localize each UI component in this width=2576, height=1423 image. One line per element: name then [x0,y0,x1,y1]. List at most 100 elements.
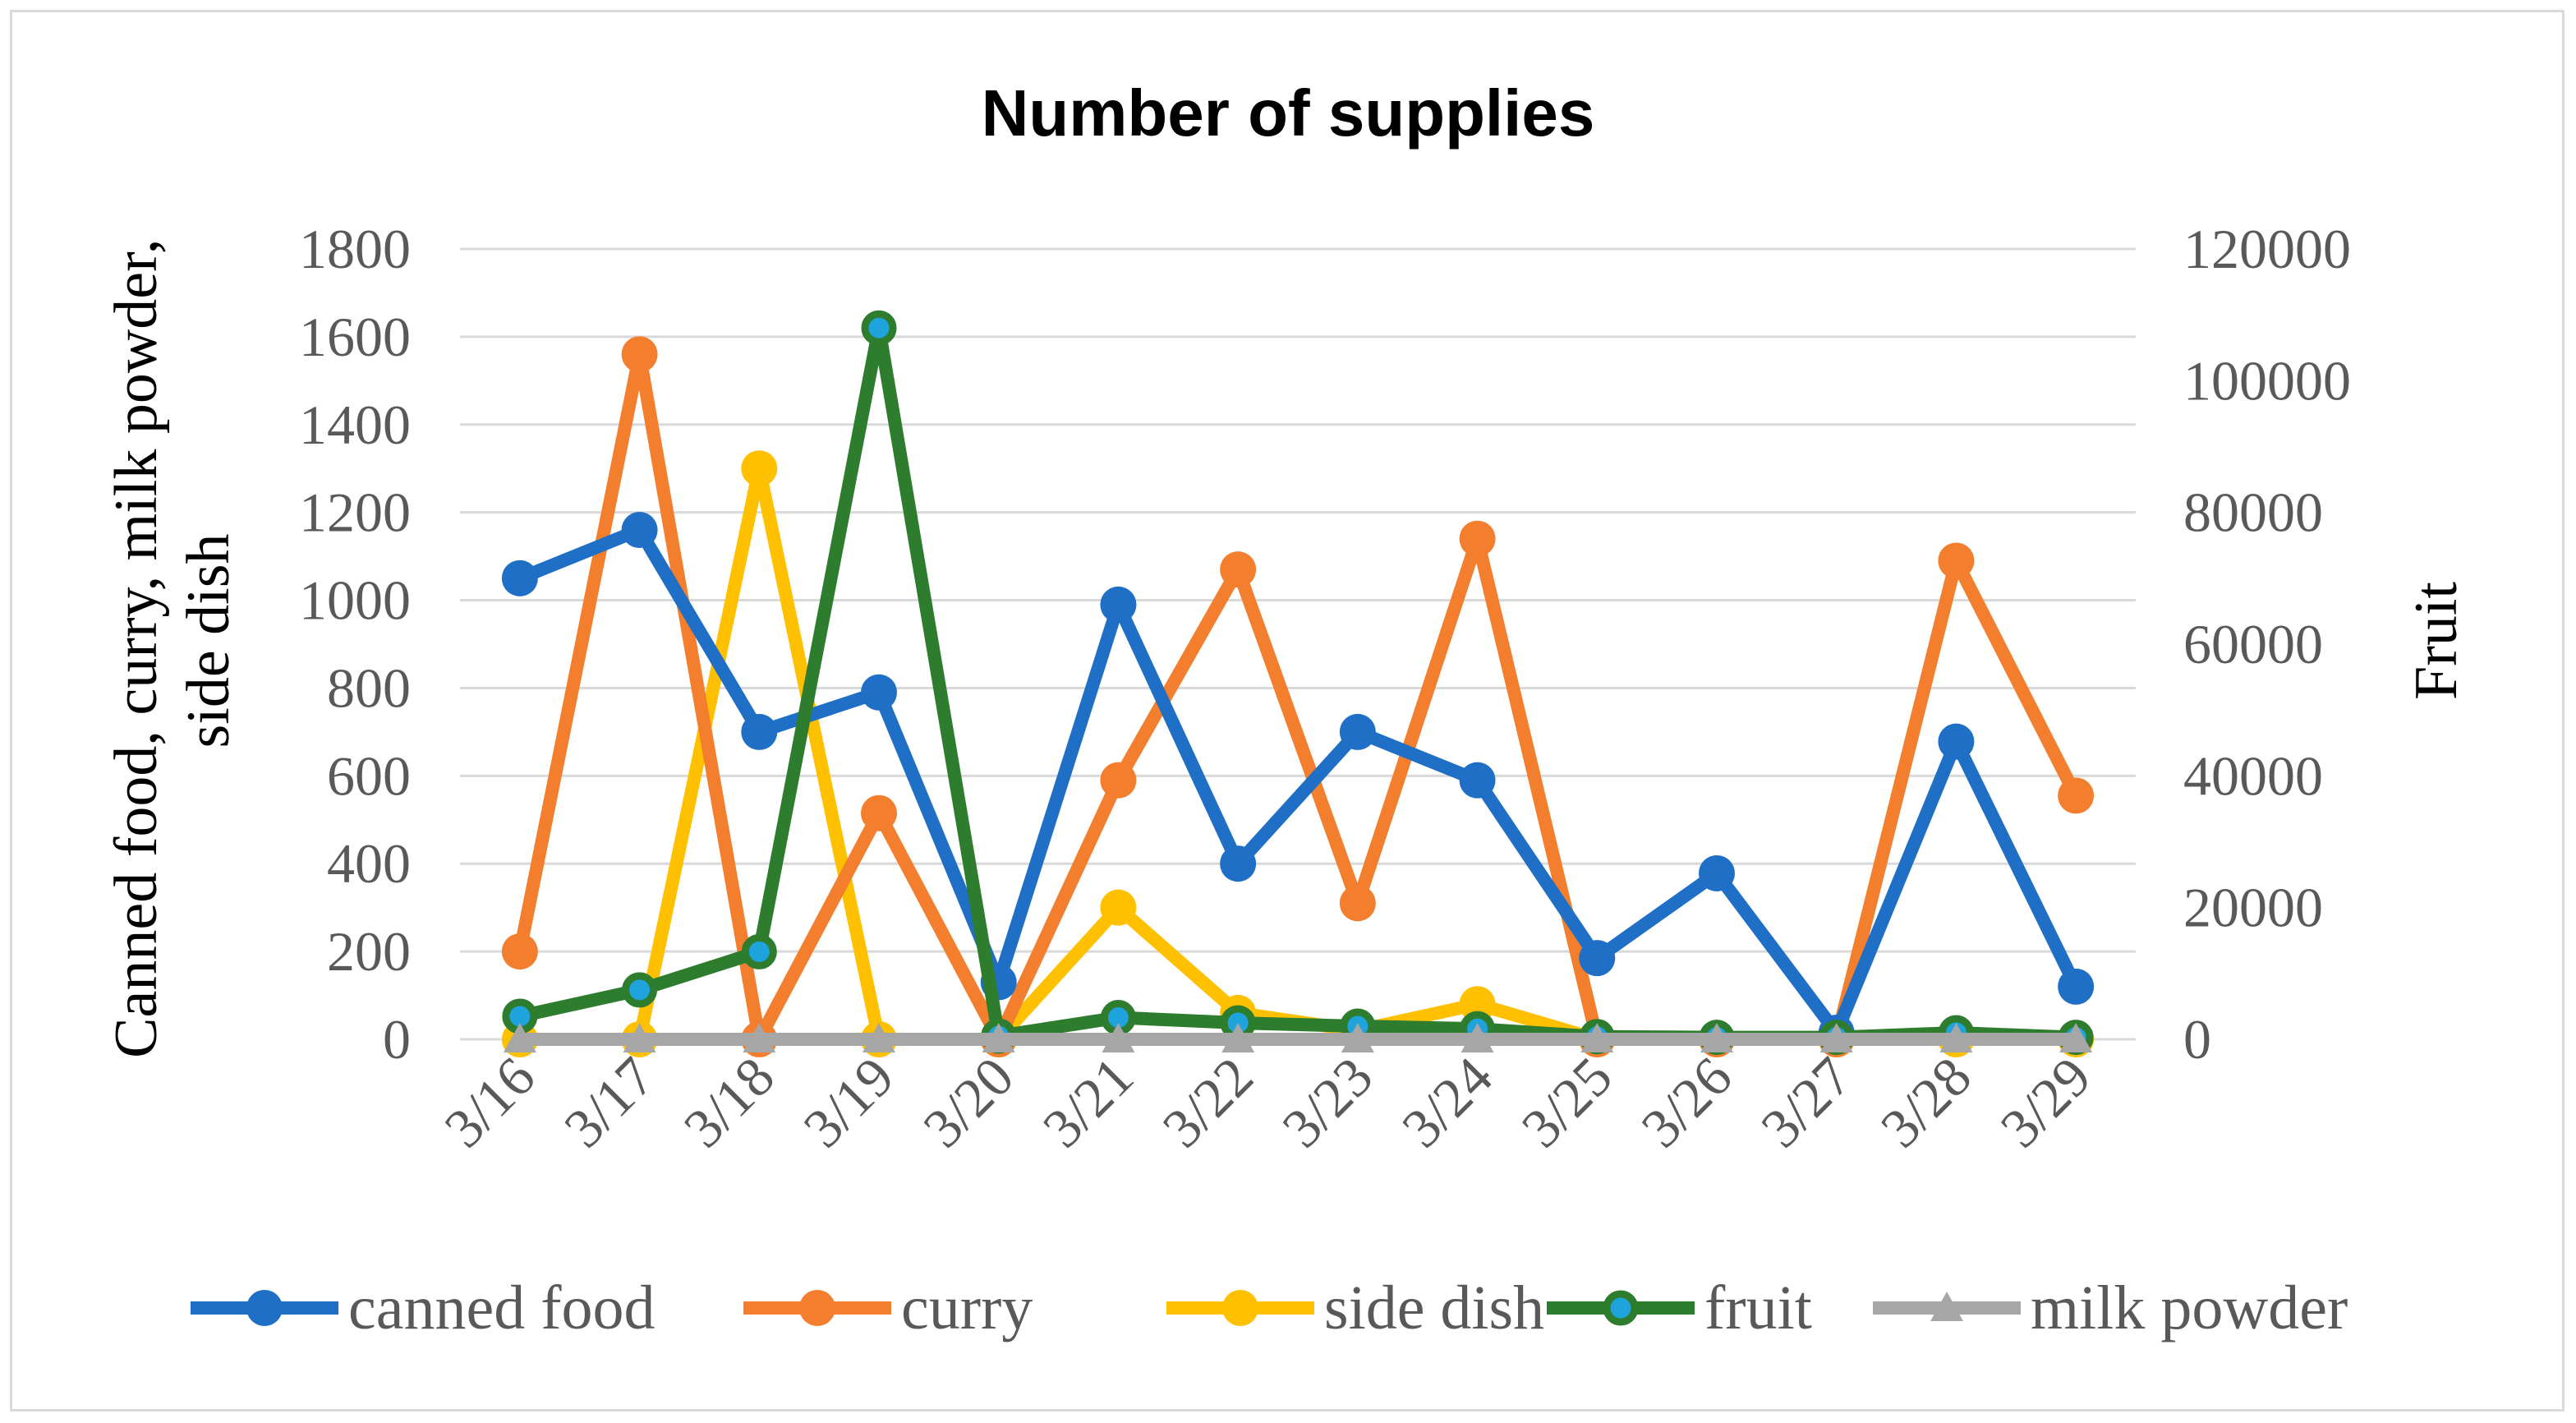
data-point [1460,1023,1494,1052]
data-point [1221,1023,1255,1052]
data-point [1699,854,1735,891]
data-point [2058,968,2095,1005]
x-tick-label: 3/20 [911,1045,1025,1159]
left-tick-label: 1600 [299,306,411,368]
data-point [1220,845,1257,882]
data-point [1100,586,1137,623]
legend-label: fruit [1704,1273,1812,1342]
right-axis-title: Fruit [2403,582,2470,700]
x-tick-label: 3/28 [1869,1045,1983,1159]
left-tick-label: 0 [383,1008,411,1071]
data-point [2058,777,2095,814]
data-point [1341,1023,1374,1052]
data-point [1100,762,1137,799]
data-point [1339,885,1376,922]
left-tick-label: 1200 [299,481,411,544]
data-point [1819,1023,1853,1052]
data-point [1580,1023,1614,1052]
data-point [861,674,897,711]
legend-item-fruit: fruit [1547,1273,1812,1342]
legend-marker [1930,1292,1963,1321]
right-tick-label: 60000 [2183,613,2323,675]
x-tick-label: 3/24 [1390,1045,1504,1159]
data-point [741,713,778,750]
data-point [621,336,658,373]
legend-label: canned food [348,1273,656,1342]
data-point [501,560,538,596]
data-point [1700,1023,1733,1052]
legend-marker [799,1290,835,1326]
data-point [741,450,778,487]
left-tick-label: 1000 [299,569,411,632]
chart-title: Number of supplies [982,76,1595,150]
x-axis-ticks: 3/16 3/17 3/18 3/19 3/20 3/21 3/22 3/23 3/24 3/25… [432,1045,2103,1159]
legend-label: curry [901,1273,1033,1342]
data-point [501,933,538,970]
data-point [1459,986,1496,1023]
x-tick-label: 3/23 [1270,1045,1384,1159]
data-point [503,1023,536,1052]
left-tick-label: 1800 [299,218,411,280]
data-point [1938,723,1975,760]
data-point [2059,1023,2093,1052]
x-tick-label: 3/27 [1749,1045,1863,1159]
right-tick-label: 40000 [2183,744,2323,807]
left-axis-title-line-2: side dish [175,533,242,748]
series-layer [501,310,2095,1057]
left-axis-title: Canned food, curry, milk powder, side di… [103,223,242,1058]
left-axis-ticks: 0 200 400 600 800 1000 1200 1400 1600 1800 [299,218,411,1071]
data-point [861,794,897,831]
data-point [1100,889,1137,926]
x-tick-label: 3/16 [432,1045,546,1159]
x-tick-label: 3/18 [672,1045,786,1159]
right-tick-label: 80000 [2183,481,2323,544]
legend: canned food curry side dish fruit milk powde… [191,1273,2348,1342]
series-milk-powder [503,1023,2093,1052]
x-tick-label: 3/17 [552,1045,666,1159]
legend-item-canned-food: canned food [191,1273,656,1342]
data-point [743,1023,776,1052]
left-tick-label: 400 [327,832,411,895]
right-tick-label: 20000 [2183,877,2323,939]
legend-label: side dish [1324,1273,1544,1342]
x-tick-label: 3/21 [1031,1045,1145,1159]
x-tick-label: 3/19 [791,1045,905,1159]
right-tick-label: 0 [2183,1008,2211,1071]
data-point [741,933,777,969]
chart-frame [10,10,2564,1411]
left-tick-label: 600 [327,744,411,807]
left-tick-label: 800 [327,656,411,719]
data-point [1102,1023,1135,1052]
series-line [518,321,2077,1044]
x-tick-label: 3/22 [1151,1045,1265,1159]
left-axis-title-line-1: Canned food, curry, milk powder, [103,239,170,1058]
data-point [1459,762,1496,799]
right-tick-label: 120000 [2183,218,2351,280]
data-point [1579,940,1616,977]
data-point [982,1023,1015,1052]
data-point [621,512,658,549]
data-point [861,310,897,346]
legend-marker [246,1290,283,1326]
left-tick-label: 1400 [299,394,411,456]
right-axis-ticks: 0 20000 40000 60000 80000 100000 120000 [2183,218,2351,1071]
data-point [1939,1023,1973,1052]
legend-item-side-dish: side dish [1166,1273,1544,1342]
left-tick-label: 200 [327,920,411,983]
data-point [862,1023,895,1052]
legend-marker [1222,1290,1258,1326]
x-tick-label: 3/26 [1629,1045,1743,1159]
data-point [1220,551,1257,588]
right-tick-label: 100000 [2183,349,2351,412]
series-line [517,523,2082,1039]
data-point [622,972,658,1008]
legend-item-curry: curry [743,1273,1033,1342]
x-tick-label: 3/29 [1989,1045,2103,1159]
data-point [1459,520,1496,557]
data-point [623,1023,656,1052]
data-point [1339,713,1376,750]
legend-item-milk-powder: milk powder [1873,1273,2348,1342]
legend-label: milk powder [2031,1273,2348,1342]
data-point [1938,542,1975,579]
legend-marker [1603,1290,1639,1326]
